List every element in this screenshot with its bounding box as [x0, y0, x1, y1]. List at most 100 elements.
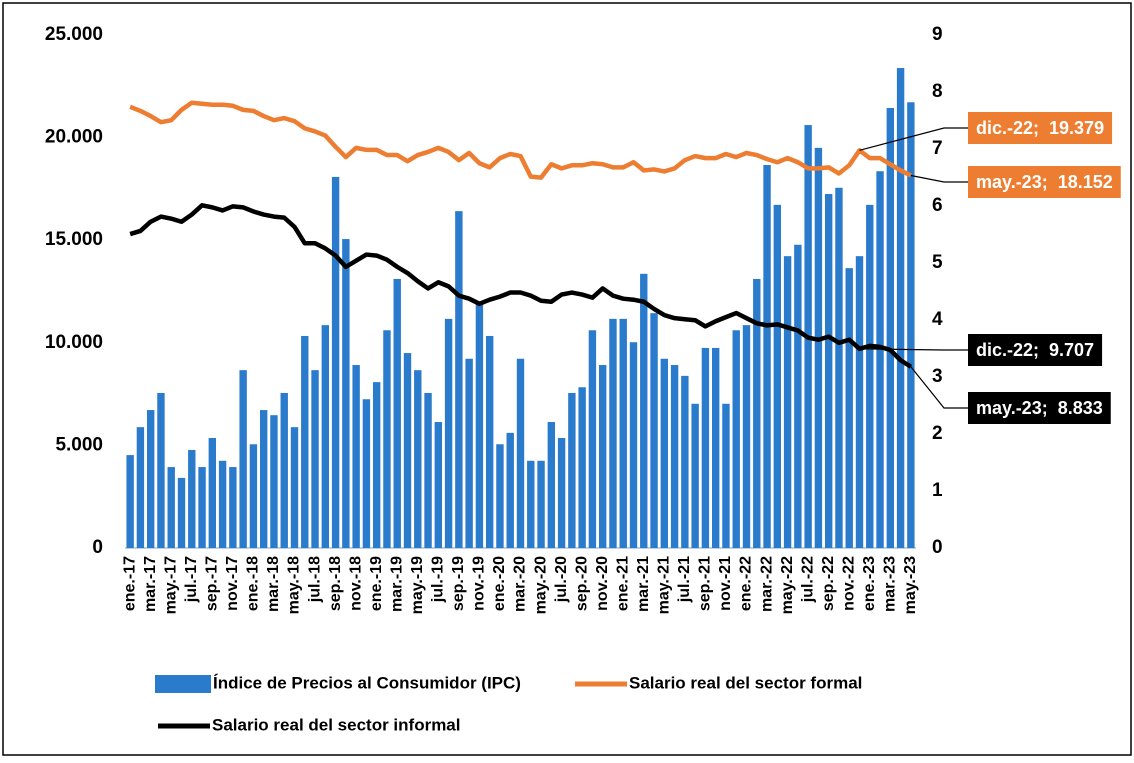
bar: [434, 422, 443, 548]
bar: [814, 147, 823, 549]
y2-tick-label: 3: [932, 366, 943, 387]
bar: [670, 365, 679, 548]
bar: [835, 187, 843, 548]
bar: [136, 427, 145, 548]
bar: [321, 325, 330, 548]
x-tick-label: jul.-19: [430, 556, 447, 603]
label-connector: [859, 127, 968, 151]
bar: [188, 449, 196, 548]
bar: [218, 460, 227, 548]
x-tick-label: sep.-20: [573, 556, 590, 611]
bar: [157, 392, 165, 548]
x-tick-label: mar.-22: [758, 556, 775, 612]
legend-label: Salario real del sector informal: [212, 715, 460, 734]
bar: [146, 410, 155, 548]
y2-tick-label: 9: [932, 24, 943, 45]
bar: [485, 335, 494, 548]
bar: [619, 318, 627, 548]
bar: [229, 467, 237, 548]
x-tick-label: may.-22: [779, 556, 796, 615]
x-tick-label: may.-17: [162, 556, 179, 615]
bar: [496, 444, 504, 548]
label-connector: [910, 174, 968, 183]
y2-tick-label: 6: [932, 195, 943, 216]
bar: [537, 460, 545, 548]
label-connector: [859, 348, 968, 351]
bar: [167, 467, 175, 548]
bar: [301, 335, 309, 548]
bar: [280, 392, 288, 548]
bar: [383, 330, 391, 548]
bar: [588, 330, 597, 548]
bar: [568, 392, 576, 548]
x-tick-label: ene.-17: [121, 556, 138, 611]
y-tick-label: 0: [92, 537, 103, 558]
bar: [578, 387, 586, 548]
bar: [475, 301, 484, 548]
bar: [773, 204, 782, 549]
bar: [362, 399, 371, 548]
x-tick-label: ene.-20: [491, 556, 508, 611]
value-label-box: [968, 334, 1103, 366]
x-tick-label: nov.-19: [471, 556, 488, 611]
y-tick-label: 10.000: [45, 332, 103, 353]
x-tick-label: sep.-19: [450, 556, 467, 611]
bar: [414, 370, 422, 548]
bar: [126, 455, 134, 548]
bar: [465, 358, 473, 548]
x-tick-label: ene.-21: [614, 556, 631, 611]
value-label-box: [968, 392, 1111, 424]
y2-tick-label: 4: [932, 309, 943, 330]
value-label: may.-23; 8.833: [976, 398, 1103, 418]
bar: [557, 437, 566, 548]
x-tick-label: jul.-20: [553, 556, 570, 603]
bar: [691, 403, 699, 548]
bar: [331, 176, 340, 548]
bar: [342, 239, 350, 548]
bar: [527, 460, 535, 548]
bar: [598, 365, 607, 548]
bar: [259, 410, 268, 548]
bar: [311, 370, 319, 548]
bar: [506, 432, 514, 548]
bar: [609, 318, 617, 548]
bar: [845, 268, 853, 548]
x-tick-label: mar.-21: [635, 556, 652, 612]
x-tick-label: ene.-19: [368, 556, 385, 611]
x-tick-label: nov.-21: [717, 556, 734, 611]
bar: [753, 278, 761, 548]
bar: [403, 353, 412, 548]
x-tick-label: jul.-18: [306, 556, 323, 603]
x-tick-label: ene.-18: [245, 556, 262, 611]
line: [129, 100, 912, 180]
y-tick-label: 15.000: [45, 229, 103, 250]
bar: [783, 256, 792, 548]
y-tick-label: 20.000: [45, 127, 103, 148]
x-tick-label: ene.-22: [738, 556, 755, 611]
bar: [794, 244, 802, 548]
bar: [249, 444, 258, 548]
x-tick-label: nov.-22: [840, 556, 857, 611]
x-tick-label: may.-21: [656, 556, 673, 615]
bar: [198, 467, 206, 548]
bar: [876, 171, 884, 549]
x-tick-label: jul.-21: [676, 556, 693, 603]
bar: [547, 422, 556, 548]
x-tick-label: sep.-18: [327, 556, 344, 611]
bar: [352, 365, 360, 548]
label-connector: [910, 366, 968, 409]
bar: [516, 358, 525, 548]
bar: [681, 375, 689, 548]
y-tick-label: 5.000: [55, 434, 103, 455]
x-tick-label: may.-23: [902, 556, 919, 615]
value-label-box: [968, 166, 1121, 198]
bar: [866, 204, 874, 549]
bar: [372, 382, 381, 548]
value-label-box: [968, 112, 1113, 144]
legend-swatch: [155, 675, 211, 693]
bar: [886, 107, 895, 549]
x-tick-label: sep.-17: [204, 556, 221, 611]
bar: [270, 415, 278, 548]
legend-label: Salario real del sector formal: [629, 673, 862, 692]
